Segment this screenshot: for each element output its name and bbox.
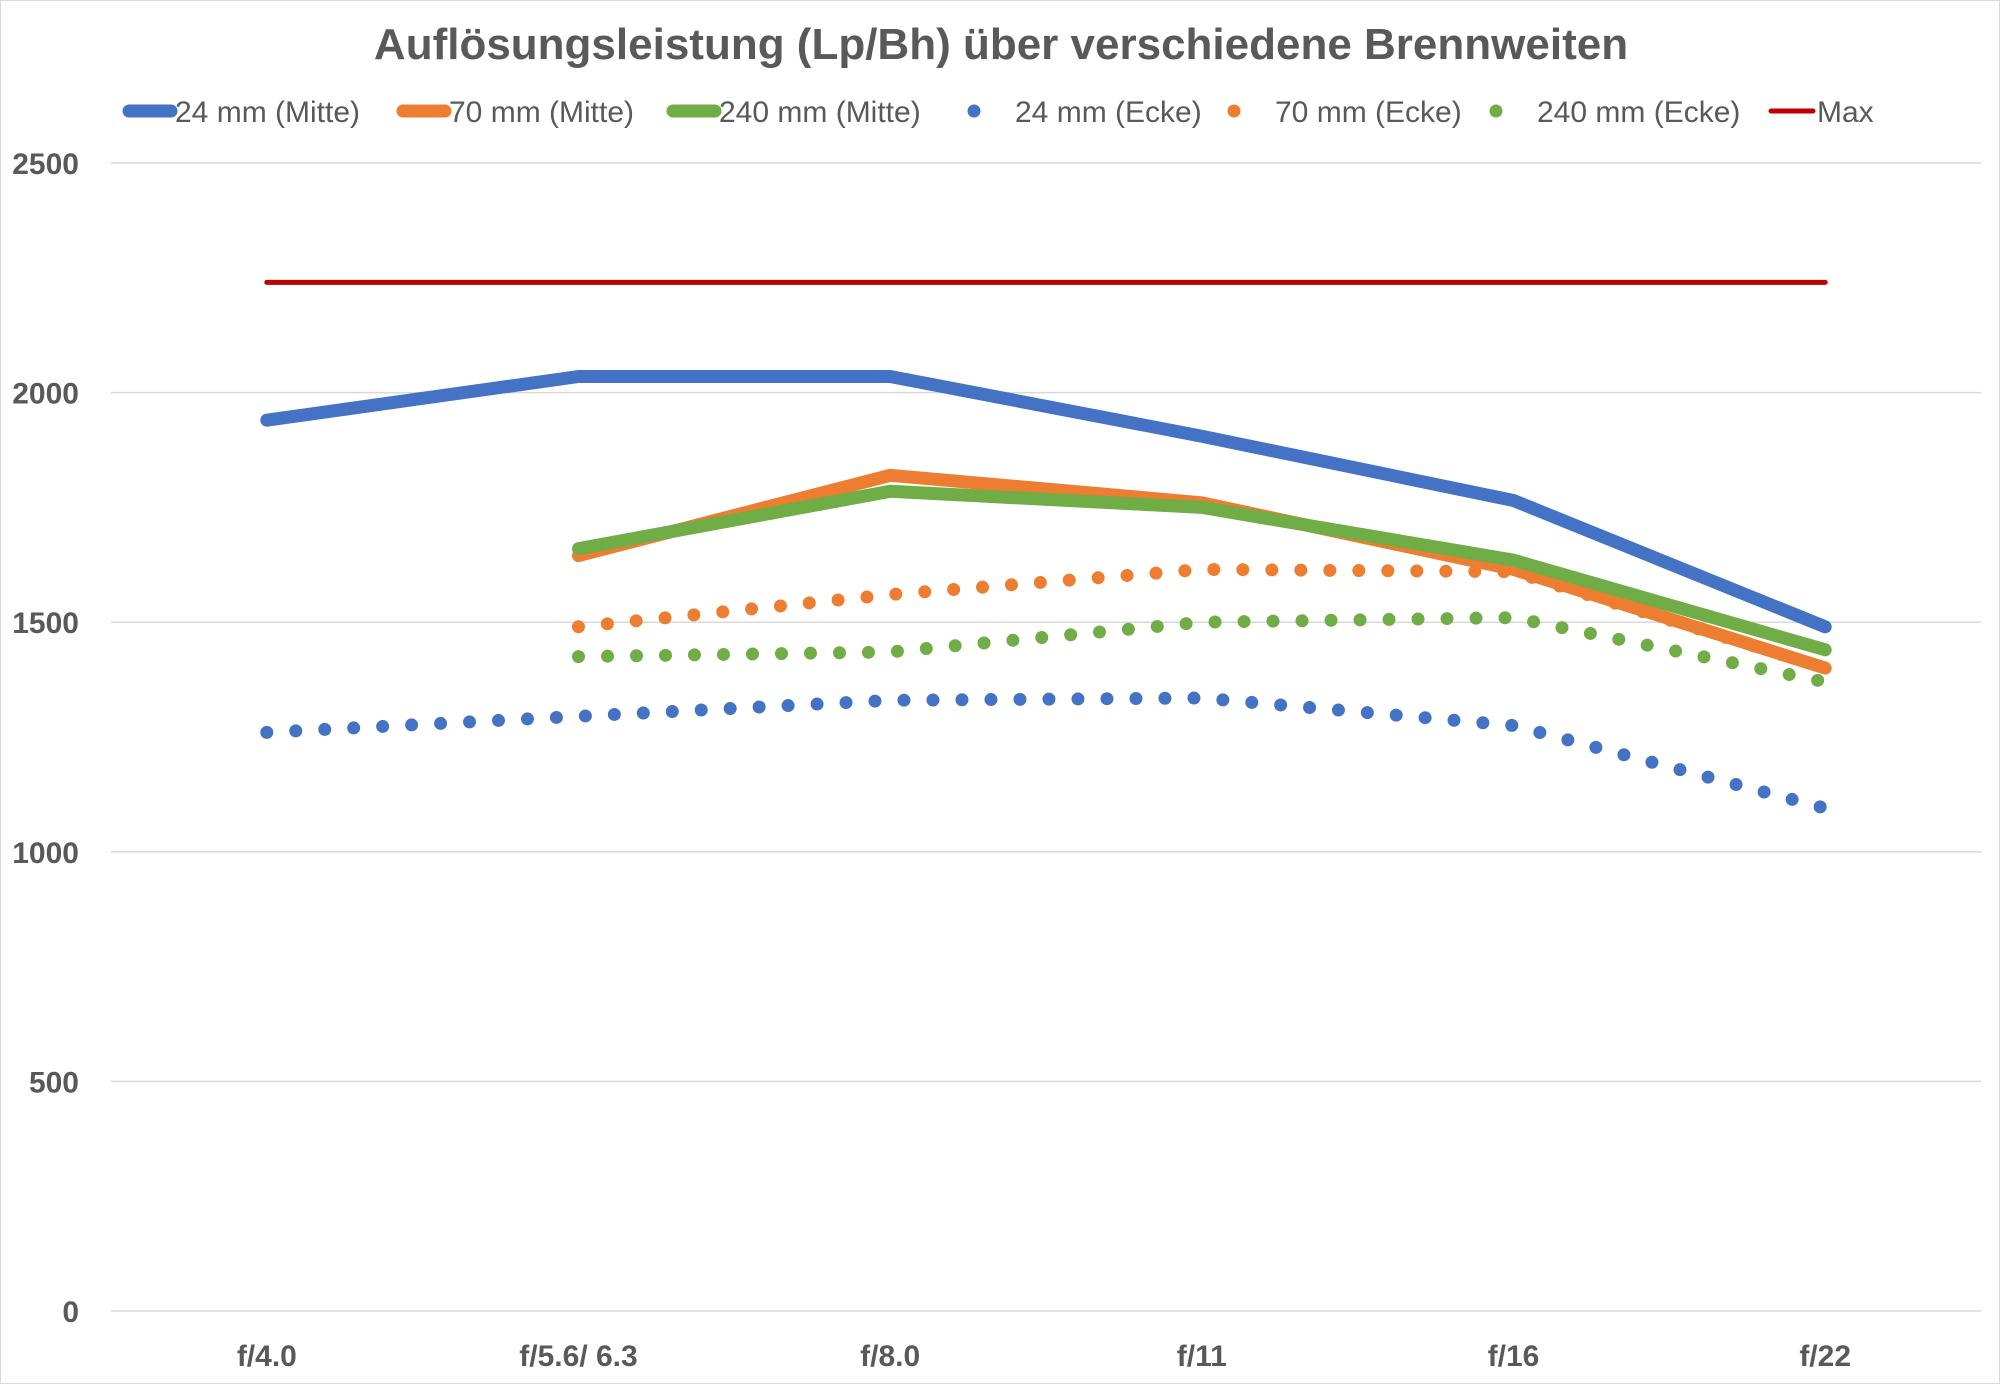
series-70-mm-ecke [578, 569, 1825, 668]
legend-item: Max [1771, 96, 1874, 129]
legend-label: 240 mm (Mitte) [719, 96, 921, 129]
y-tick-label: 1500 [12, 607, 79, 640]
chart-title: Auflösungsleistung (Lp/Bh) über verschie… [374, 20, 1628, 69]
legend-label: 24 mm (Mitte) [175, 96, 360, 129]
legend-label: 240 mm (Ecke) [1537, 96, 1740, 129]
y-tick-label: 1000 [12, 837, 79, 870]
series-line [579, 491, 1826, 650]
y-axis-ticks: 0 500 1000 1500 2000 2500 [12, 148, 79, 1329]
x-tick-label: f/4.0 [237, 1340, 297, 1373]
x-tick-label: f/22 [1799, 1340, 1851, 1373]
legend-item: 70 mm (Mitte) [403, 96, 634, 129]
y-tick-label: 500 [29, 1066, 79, 1099]
legend-label: Max [1817, 96, 1874, 129]
legend-item: 240 mm (Ecke) [1496, 96, 1740, 129]
x-tick-label: f/16 [1488, 1340, 1540, 1373]
y-tick-label: 2000 [12, 378, 79, 411]
y-tick-label: 2500 [12, 148, 79, 181]
x-tick-label: f/8.0 [860, 1340, 920, 1373]
series-line [579, 618, 1826, 682]
legend-label: 24 mm (Ecke) [1015, 96, 1202, 129]
series-layer [267, 282, 1825, 808]
x-tick-label: f/5.6/ 6.3 [519, 1340, 637, 1373]
series-24-mm-ecke [267, 698, 1825, 808]
legend-item: 24 mm (Ecke) [974, 96, 1202, 129]
x-tick-label: f/11 [1177, 1340, 1227, 1373]
y-tick-label: 0 [62, 1296, 79, 1329]
x-axis-ticks: f/4.0 f/5.6/ 6.3 f/8.0 f/11 f/16 f/22 [237, 1340, 1851, 1373]
legend-label: 70 mm (Mitte) [449, 96, 634, 129]
gridlines [111, 163, 1981, 1311]
series-240-mm-ecke [578, 618, 1825, 682]
legend-item: 24 mm (Mitte) [129, 96, 360, 129]
series-240-mm-mitte [578, 491, 1825, 650]
legend-label: 70 mm (Ecke) [1275, 96, 1462, 129]
series-line [267, 698, 1825, 808]
legend-item: 240 mm (Mitte) [673, 96, 921, 129]
series-line [579, 569, 1826, 668]
legend-item: 70 mm (Ecke) [1234, 96, 1462, 129]
legend: 24 mm (Mitte) 70 mm (Mitte) 240 mm (Mitte)… [129, 96, 1874, 129]
